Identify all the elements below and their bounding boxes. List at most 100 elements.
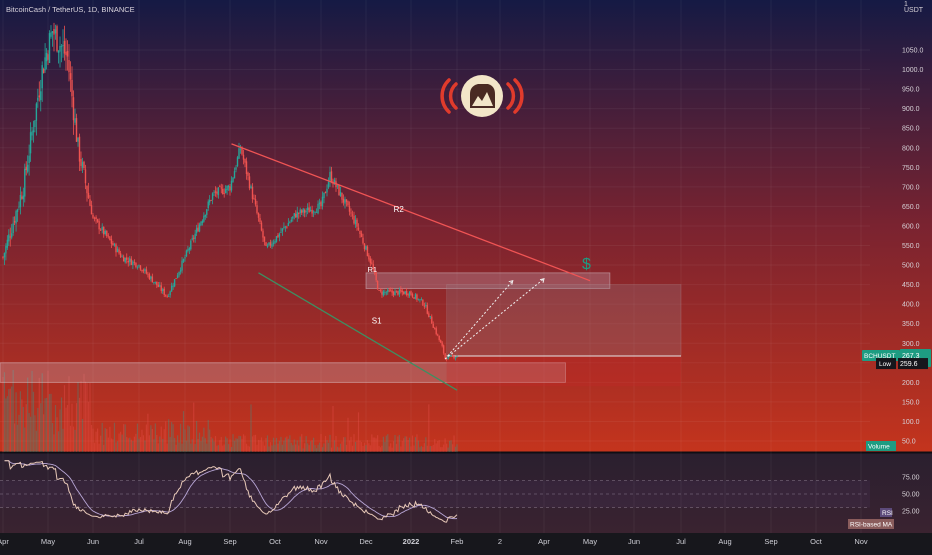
volume-bar: [241, 438, 243, 452]
candle-body: [159, 285, 161, 287]
candle-body: [136, 267, 139, 269]
volume-bar: [353, 434, 355, 452]
rsi-ma-badge[interactable]: [848, 519, 894, 529]
rsi-line[interactable]: [4, 460, 458, 523]
volume-bar: [247, 445, 249, 452]
volume-bar: [266, 435, 269, 452]
volume-bar: [289, 435, 291, 452]
volume-bar: [14, 423, 16, 452]
price-tick-label: 700.0: [902, 184, 920, 191]
candle-body: [447, 356, 449, 360]
time-axis-label: Apr: [538, 537, 550, 546]
candle-body: [268, 242, 270, 245]
candle-body: [250, 186, 252, 189]
candle-body: [323, 192, 325, 199]
volume-bar: [305, 436, 307, 452]
stop-loss-area[interactable]: [446, 356, 681, 387]
candle-body: [384, 291, 386, 293]
candle-body: [344, 199, 346, 204]
candle-body: [203, 215, 205, 222]
volume-bar: [263, 445, 266, 452]
candle-body: [420, 299, 423, 300]
volume-bar: [375, 438, 377, 452]
volume-bar: [116, 441, 119, 452]
volume-bar: [395, 443, 398, 452]
volume-bar: [292, 445, 294, 452]
target-profit-area[interactable]: [446, 284, 682, 357]
time-axis-label: Sep: [223, 537, 236, 546]
time-axis-label: Oct: [810, 537, 823, 546]
candle-body: [21, 196, 23, 199]
rsi-ma-line[interactable]: [4, 460, 458, 520]
volume-bar: [204, 438, 206, 452]
volume-bar: [429, 446, 431, 452]
volume-bar: [9, 388, 11, 452]
candle-body: [19, 195, 22, 208]
candle-body: [271, 244, 273, 247]
low-value-text: 259.6: [900, 361, 918, 368]
volume-bar: [307, 443, 309, 452]
candlestick-series[interactable]: [2, 22, 458, 362]
volume-bar: [245, 443, 248, 452]
volume-bar: [156, 434, 158, 452]
volume-bar: [68, 376, 70, 452]
volume-bar: [171, 422, 173, 452]
rsi-badge[interactable]: [880, 508, 892, 517]
volume-bar: [144, 440, 146, 452]
volume-bar: [338, 447, 340, 452]
volume-bar: [113, 422, 116, 452]
volume-bar: [45, 397, 48, 452]
volume-bar: [339, 443, 342, 452]
candle-body: [84, 169, 87, 184]
rsi-indicator[interactable]: 75.00 50.00 25.00 RSI RSI-based MA: [0, 460, 920, 529]
trend-line-r2[interactable]: [231, 143, 591, 282]
projection-arrow[interactable]: [444, 280, 514, 360]
candle-body: [432, 324, 434, 328]
price-tick-label: 150.0: [902, 399, 920, 406]
projection-arrow[interactable]: [444, 278, 545, 360]
volume-bar: [416, 434, 418, 452]
volume-bar: [178, 442, 180, 452]
candle-body: [51, 31, 54, 34]
candle-body: [251, 186, 254, 199]
price-axis-top-tick: 1: [904, 1, 908, 8]
candle-body: [408, 291, 411, 296]
volume-bar: [59, 409, 61, 452]
volume-bar: [333, 440, 336, 452]
volume-bar: [239, 436, 242, 452]
volume-bar: [400, 446, 402, 452]
candle-body: [101, 227, 103, 230]
volume-bar: [394, 435, 396, 452]
volume-bar: [21, 399, 23, 452]
drawing-zones[interactable]: [0, 272, 682, 387]
candle-body: [410, 291, 412, 295]
candle-body: [116, 248, 119, 253]
volume-bar: [351, 445, 354, 452]
trend-line-s1[interactable]: [258, 272, 458, 391]
trend-line-drawings[interactable]: R2 R1 S1 $: [231, 143, 592, 391]
volume-badge[interactable]: [866, 441, 896, 451]
symbol-header[interactable]: BitcoinCash / TetherUS, 1D, BINANCE: [6, 5, 135, 14]
candle-body: [439, 340, 442, 343]
candle-body: [274, 240, 276, 244]
volume-bar: [360, 442, 363, 452]
resistance-zone-r1[interactable]: [365, 272, 611, 289]
volume-bar: [15, 392, 17, 452]
candle-body: [160, 285, 162, 291]
candle-body: [41, 65, 43, 89]
volume-bar: [420, 446, 422, 452]
candle-body: [405, 291, 408, 295]
support-zone[interactable]: [0, 362, 566, 383]
volume-bar: [413, 445, 415, 452]
candle-body: [222, 188, 224, 194]
volume-bar: [284, 437, 286, 452]
candle-body: [12, 223, 14, 234]
time-axis-label: Jun: [628, 537, 640, 546]
candle-body: [362, 237, 364, 244]
candle-body: [99, 229, 102, 231]
volume-bar: [414, 437, 417, 452]
candle-body: [363, 243, 366, 250]
candle-body: [220, 187, 222, 189]
candle-body: [391, 290, 393, 293]
